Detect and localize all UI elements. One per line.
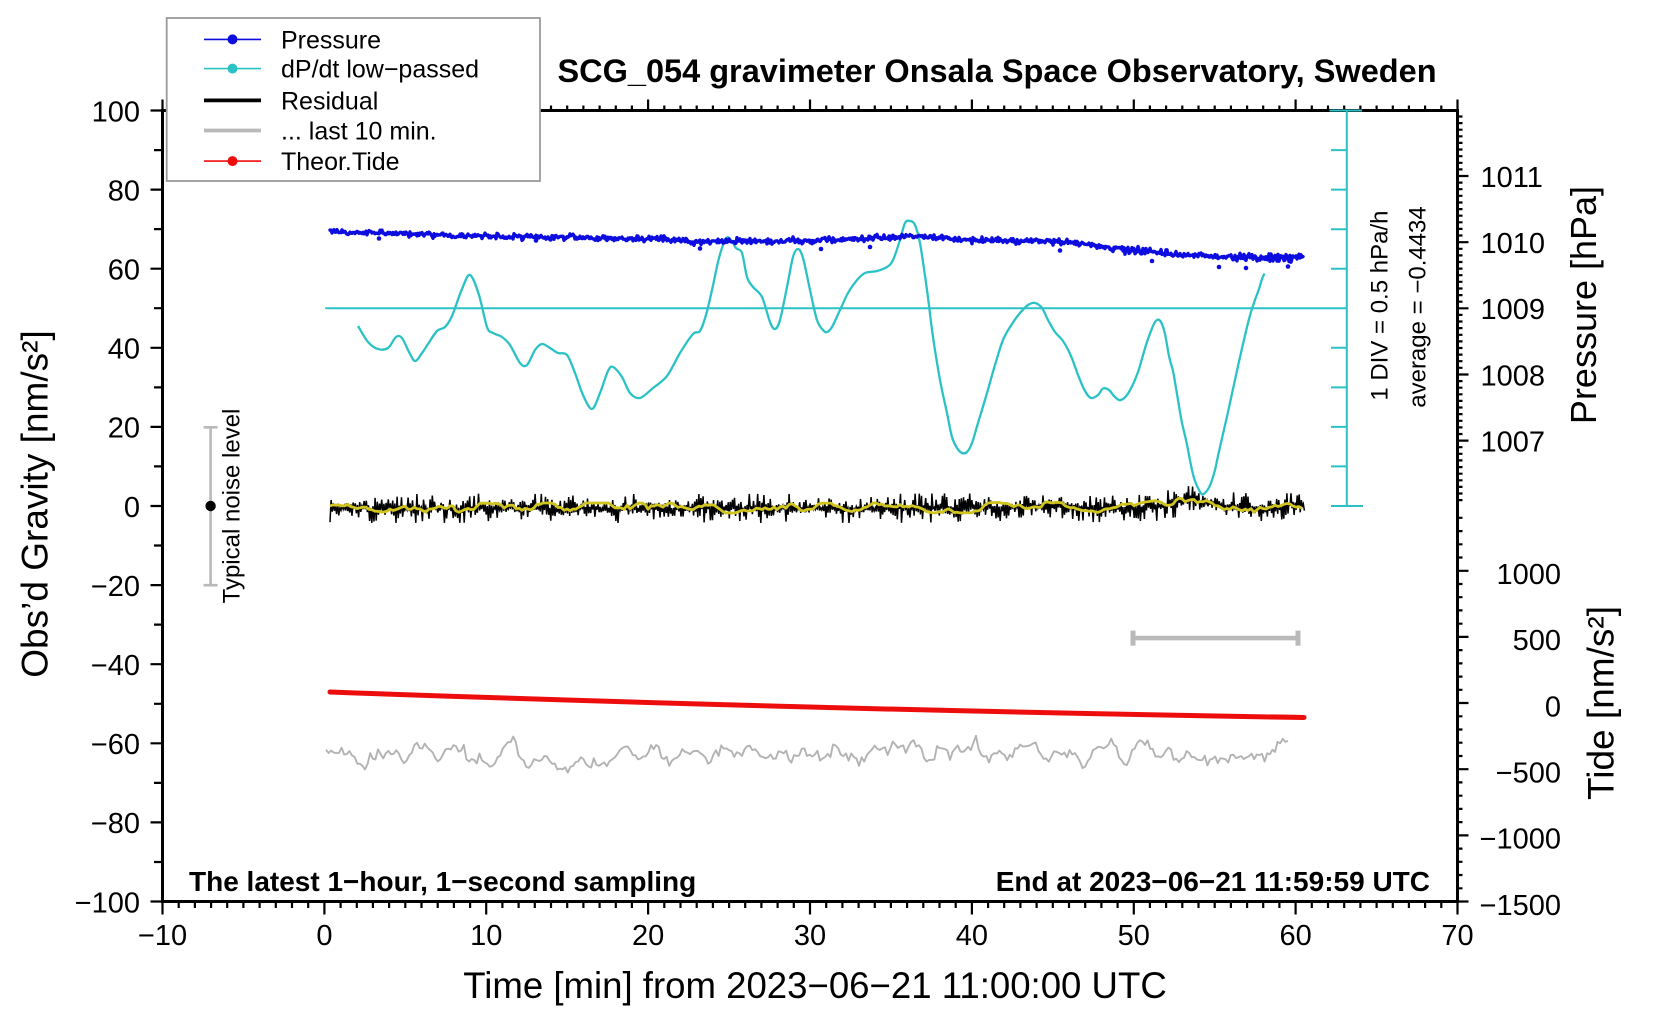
svg-text:−60: −60 (91, 729, 140, 761)
svg-text:Theor.Tide: Theor.Tide (281, 148, 400, 176)
svg-text:The latest 1−hour, 1−second sa: The latest 1−hour, 1−second sampling (189, 866, 696, 897)
svg-text:1007: 1007 (1481, 426, 1546, 458)
svg-text:−100: −100 (75, 887, 140, 919)
svg-text:30: 30 (794, 920, 826, 952)
svg-text:1010: 1010 (1481, 228, 1546, 260)
svg-text:−80: −80 (91, 808, 140, 840)
svg-text:Pressure: Pressure (281, 26, 381, 54)
svg-text:Typical noise level: Typical noise level (219, 409, 246, 604)
svg-text:1011: 1011 (1481, 162, 1543, 194)
svg-text:0: 0 (124, 492, 140, 524)
svg-text:0: 0 (1545, 691, 1561, 723)
svg-text:70: 70 (1441, 920, 1473, 952)
svg-text:80: 80 (108, 175, 140, 207)
svg-text:−10: −10 (138, 920, 187, 952)
svg-text:−1000: −1000 (1480, 824, 1561, 856)
svg-text:End at 2023−06−21 11:59:59 UTC: End at 2023−06−21 11:59:59 UTC (996, 866, 1430, 897)
svg-text:1009: 1009 (1481, 294, 1546, 326)
svg-text:40: 40 (956, 920, 988, 952)
svg-text:Obs’d Gravity [nm/s²]: Obs’d Gravity [nm/s²] (15, 330, 56, 677)
svg-text:50: 50 (1118, 920, 1150, 952)
svg-text:−500: −500 (1496, 758, 1561, 790)
svg-text:−40: −40 (91, 650, 140, 682)
svg-text:dP/dt low−passed: dP/dt low−passed (281, 56, 479, 84)
svg-text:1 DIV = 0.5 hPa/h: 1 DIV = 0.5 hPa/h (1367, 211, 1394, 401)
svg-text:... last 10 min.: ... last 10 min. (281, 118, 437, 146)
svg-text:Pressure [hPa]: Pressure [hPa] (1563, 186, 1604, 424)
svg-text:0: 0 (316, 920, 332, 952)
svg-text:500: 500 (1513, 625, 1561, 657)
svg-text:−20: −20 (91, 571, 140, 603)
svg-text:40: 40 (108, 334, 140, 366)
svg-text:60: 60 (108, 255, 140, 287)
svg-text:Time [min] from 2023−06−21 11:: Time [min] from 2023−06−21 11:00:00 UTC (463, 965, 1166, 1006)
svg-text:average = −0.4434: average = −0.4434 (1404, 206, 1431, 408)
svg-text:1000: 1000 (1496, 559, 1561, 591)
svg-text:20: 20 (632, 920, 664, 952)
svg-text:10: 10 (470, 920, 502, 952)
svg-text:20: 20 (108, 413, 140, 445)
svg-text:Tide [nm/s²]: Tide [nm/s²] (1581, 606, 1622, 800)
svg-text:1008: 1008 (1481, 360, 1546, 392)
svg-text:100: 100 (92, 96, 140, 128)
svg-text:60: 60 (1279, 920, 1311, 952)
svg-text:Residual: Residual (281, 87, 378, 115)
svg-text:SCG_054 gravimeter Onsala Spac: SCG_054 gravimeter Onsala Space Observat… (557, 53, 1436, 89)
svg-text:−1500: −1500 (1480, 890, 1561, 922)
